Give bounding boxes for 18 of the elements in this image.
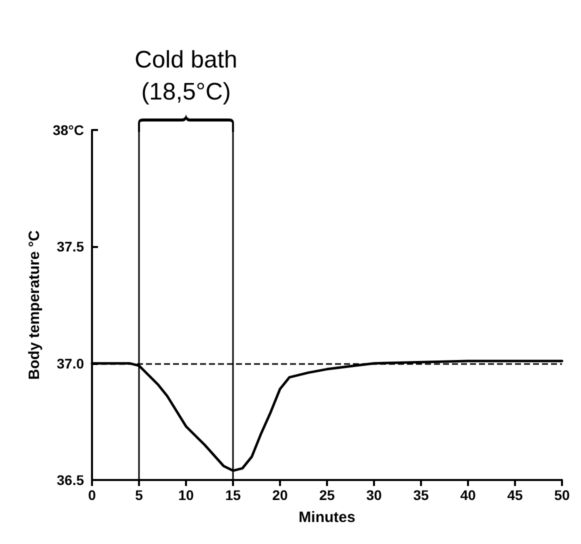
x-tick-label: 20: [272, 487, 288, 503]
y-tick-label: 37.0: [56, 355, 84, 372]
x-tick-label: 5: [135, 487, 144, 503]
y-tick-label: 37.5: [56, 238, 84, 255]
x-tick-label: 10: [178, 487, 194, 503]
y-axis-title: Body temperature °C: [26, 230, 43, 380]
x-tick-label: 45: [507, 487, 523, 503]
y-tick-label: 36.5: [56, 472, 84, 488]
x-tick-label: 30: [366, 487, 382, 503]
x-tick-label: 35: [413, 487, 429, 503]
x-tick-label: 25: [319, 487, 335, 503]
x-tick-label: 0: [88, 487, 96, 503]
x-tick-label: 50: [554, 487, 570, 503]
x-tick-label: 40: [460, 487, 476, 503]
text: Cold bath (18,5°C): [134, 46, 238, 106]
x-tick-label: 15: [225, 487, 241, 503]
y-tick-label: 38°C: [52, 122, 84, 138]
x-axis-title: Minutes: [298, 509, 356, 526]
